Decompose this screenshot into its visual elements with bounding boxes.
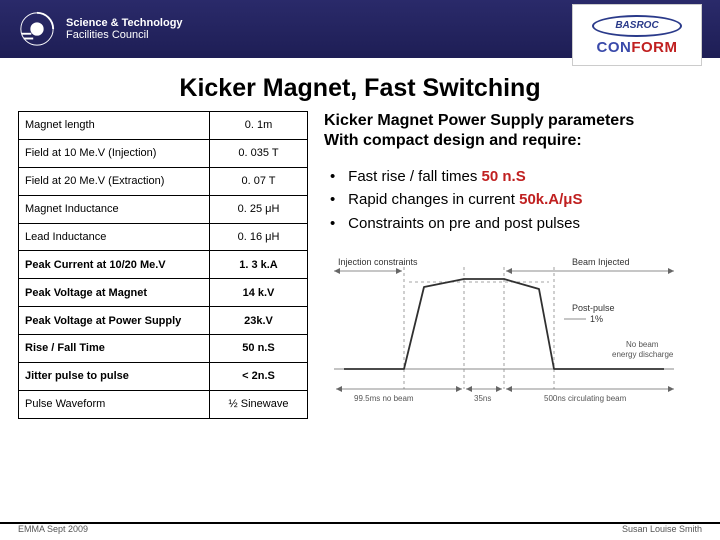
diag-label-injection: Injection constraints bbox=[338, 257, 418, 267]
bullet-text: Rapid changes in current bbox=[344, 191, 519, 208]
param-label: Field at 10 Me.V (Injection) bbox=[19, 139, 210, 167]
table-row: Jitter pulse to pulse< 2n.S bbox=[19, 362, 308, 390]
param-value: ½ Sinewave bbox=[210, 390, 308, 418]
conform-logo: BASROC CONFORM bbox=[572, 4, 702, 66]
footer: EMMA Sept 2009 Susan Louise Smith bbox=[0, 522, 720, 534]
param-value: 14 k.V bbox=[210, 279, 308, 307]
table-row: Peak Voltage at Power Supply23k.V bbox=[19, 307, 308, 335]
param-label: Rise / Fall Time bbox=[19, 335, 210, 363]
diag-label-nobeam-l: 99.5ms no beam bbox=[354, 394, 414, 403]
table-row: Peak Voltage at Magnet14 k.V bbox=[19, 279, 308, 307]
param-label: Peak Voltage at Power Supply bbox=[19, 307, 210, 335]
param-value: < 2n.S bbox=[210, 362, 308, 390]
diag-label-postpulse: Post-pulse bbox=[572, 303, 615, 313]
bullet-item: • Fast rise / fall times 50 n.S bbox=[330, 165, 702, 188]
table-row: Pulse Waveform½ Sinewave bbox=[19, 390, 308, 418]
table-row: Magnet length0. 1m bbox=[19, 112, 308, 140]
param-value: 0. 25 μH bbox=[210, 195, 308, 223]
conform-text: CONFORM bbox=[596, 39, 677, 56]
diag-label-noenergy2: energy discharge bbox=[612, 350, 674, 359]
header-bar: Science & Technology Facilities Council … bbox=[0, 0, 720, 58]
stfc-line1: Science & Technology bbox=[66, 17, 183, 29]
param-label: Jitter pulse to pulse bbox=[19, 362, 210, 390]
param-label: Pulse Waveform bbox=[19, 390, 210, 418]
subheading-line1: Kicker Magnet Power Supply parameters bbox=[324, 112, 634, 129]
right-column: Kicker Magnet Power Supply parameters Wi… bbox=[324, 111, 702, 419]
param-value: 23k.V bbox=[210, 307, 308, 335]
footer-left: EMMA Sept 2009 bbox=[18, 524, 88, 534]
param-label: Peak Voltage at Magnet bbox=[19, 279, 210, 307]
param-label: Magnet length bbox=[19, 112, 210, 140]
param-label: Lead Inductance bbox=[19, 223, 210, 251]
param-value: 0. 16 μH bbox=[210, 223, 308, 251]
subheading-line2: With compact design and require: bbox=[324, 132, 582, 149]
table-row: Peak Current at 10/20 Me.V1. 3 k.A bbox=[19, 251, 308, 279]
bullet-text: Fast rise / fall times bbox=[344, 168, 482, 185]
bullet-dot-icon: • bbox=[330, 165, 344, 188]
pulse-diagram: Injection constraints Beam Injected Post… bbox=[324, 249, 684, 419]
bullet-item: • Constraints on pre and post pulses bbox=[330, 212, 702, 235]
table-row: Magnet Inductance0. 25 μH bbox=[19, 195, 308, 223]
basroc-oval: BASROC bbox=[592, 15, 682, 37]
stfc-logo: Science & Technology Facilities Council bbox=[18, 10, 183, 48]
param-value: 50 n.S bbox=[210, 335, 308, 363]
bullet-text: Constraints on pre and post pulses bbox=[344, 215, 580, 232]
bullet-dot-icon: • bbox=[330, 188, 344, 211]
content-area: Magnet length0. 1mField at 10 Me.V (Inje… bbox=[0, 111, 720, 419]
param-label: Magnet Inductance bbox=[19, 195, 210, 223]
param-label: Field at 20 Me.V (Extraction) bbox=[19, 167, 210, 195]
param-value: 0. 1m bbox=[210, 112, 308, 140]
stfc-text: Science & Technology Facilities Council bbox=[66, 17, 183, 41]
diag-label-1pct: 1% bbox=[590, 314, 603, 324]
footer-right: Susan Louise Smith bbox=[622, 524, 702, 534]
param-value: 1. 3 k.A bbox=[210, 251, 308, 279]
page-title: Kicker Magnet, Fast Switching bbox=[0, 74, 720, 103]
bullet-highlight: 50 n.S bbox=[482, 168, 526, 185]
param-value: 0. 07 T bbox=[210, 167, 308, 195]
parameters-table: Magnet length0. 1mField at 10 Me.V (Inje… bbox=[18, 111, 308, 419]
table-row: Field at 10 Me.V (Injection)0. 035 T bbox=[19, 139, 308, 167]
diag-label-beam-injected: Beam Injected bbox=[572, 257, 630, 267]
bullet-highlight: 50k.A/μS bbox=[519, 191, 582, 208]
diag-label-noenergy1: No beam bbox=[626, 340, 659, 349]
bullet-dot-icon: • bbox=[330, 212, 344, 235]
diag-label-35ns: 35ns bbox=[474, 394, 491, 403]
table-row: Lead Inductance0. 16 μH bbox=[19, 223, 308, 251]
stfc-emblem-icon bbox=[18, 10, 56, 48]
sub-heading: Kicker Magnet Power Supply parameters Wi… bbox=[324, 111, 702, 151]
table-row: Rise / Fall Time50 n.S bbox=[19, 335, 308, 363]
table-row: Field at 20 Me.V (Extraction)0. 07 T bbox=[19, 167, 308, 195]
param-value: 0. 035 T bbox=[210, 139, 308, 167]
bullet-list: • Fast rise / fall times 50 n.S• Rapid c… bbox=[330, 165, 702, 235]
param-label: Peak Current at 10/20 Me.V bbox=[19, 251, 210, 279]
diag-label-nobeam-r: 500ns circulating beam bbox=[544, 394, 627, 403]
bullet-item: • Rapid changes in current 50k.A/μS bbox=[330, 188, 702, 211]
stfc-line2: Facilities Council bbox=[66, 29, 183, 41]
